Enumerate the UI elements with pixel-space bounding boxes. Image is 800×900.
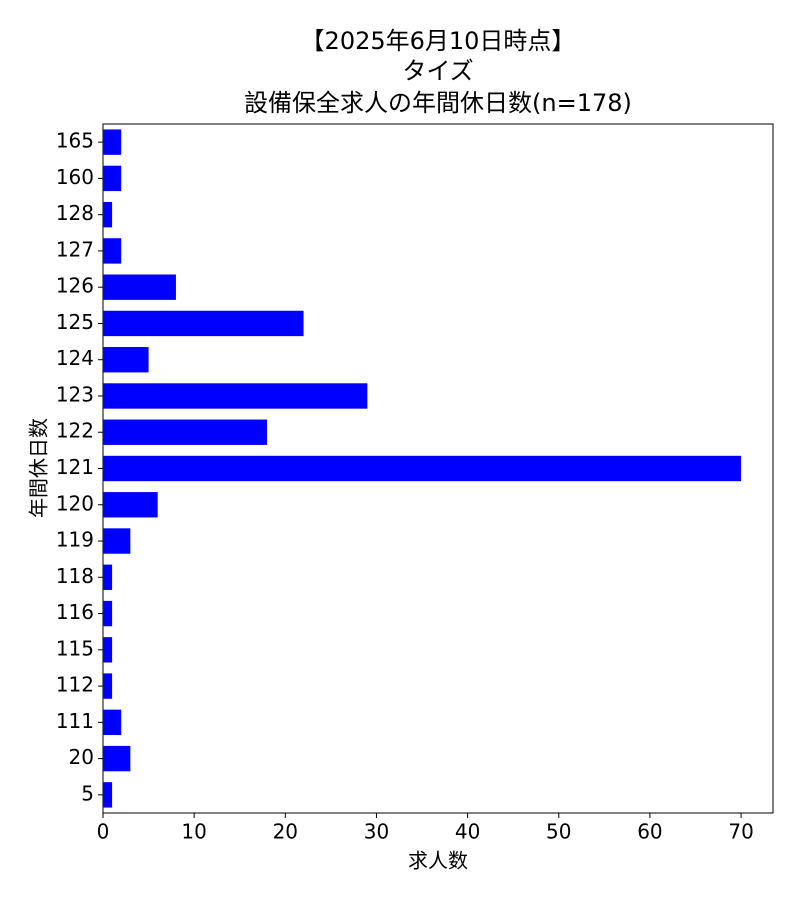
bar (103, 238, 122, 264)
y-tick-label: 165 (56, 129, 94, 153)
y-tick-label: 119 (56, 528, 94, 552)
y-tick-label: 120 (56, 491, 94, 515)
y-tick-label: 160 (56, 165, 94, 189)
y-tick-label: 20 (69, 745, 94, 769)
y-axis-label: 年間休日数 (27, 418, 51, 518)
y-tick-label: 124 (56, 346, 94, 370)
y-tick-label: 125 (56, 310, 94, 334)
bar (103, 637, 113, 663)
x-tick-label: 20 (273, 820, 298, 844)
bar (103, 528, 131, 554)
bar (103, 129, 122, 155)
x-axis-label: 求人数 (408, 849, 468, 873)
y-tick-label: 127 (56, 237, 94, 261)
bar (103, 383, 368, 409)
bar (103, 419, 268, 445)
bar (103, 709, 122, 736)
y-tick-label: 123 (56, 382, 94, 406)
x-tick-label: 70 (728, 820, 753, 844)
y-tick-label: 121 (56, 455, 94, 479)
x-tick-label: 50 (546, 820, 571, 844)
bar (103, 347, 149, 373)
chart-title: タイズ (402, 57, 473, 85)
bar (103, 782, 113, 808)
y-tick-label: 115 (56, 636, 94, 660)
bar (103, 274, 176, 300)
bar (103, 745, 131, 772)
y-tick-label: 118 (56, 564, 94, 588)
x-tick-label: 60 (637, 820, 662, 844)
x-tick-label: 0 (97, 820, 110, 844)
y-tick-label: 111 (56, 709, 94, 733)
bar (103, 673, 113, 699)
y-tick-label: 126 (56, 274, 94, 298)
y-tick-label: 128 (56, 201, 94, 225)
y-tick-label: 5 (81, 781, 94, 805)
bar (103, 310, 304, 337)
bar (103, 492, 158, 518)
bar (103, 564, 113, 590)
x-tick-label: 40 (455, 820, 480, 844)
bar (103, 455, 742, 482)
bar (103, 201, 113, 228)
x-tick-label: 10 (181, 820, 206, 844)
y-tick-label: 112 (56, 673, 94, 697)
bar (103, 165, 122, 192)
y-tick-label: 116 (56, 600, 94, 624)
chart-title: 設備保全求人の年間休日数(n=178) (244, 89, 632, 117)
bar (103, 600, 113, 627)
y-tick-label: 122 (56, 419, 94, 443)
x-tick-label: 30 (364, 820, 389, 844)
chart-title: 【2025年6月10日時点】 (301, 27, 576, 55)
